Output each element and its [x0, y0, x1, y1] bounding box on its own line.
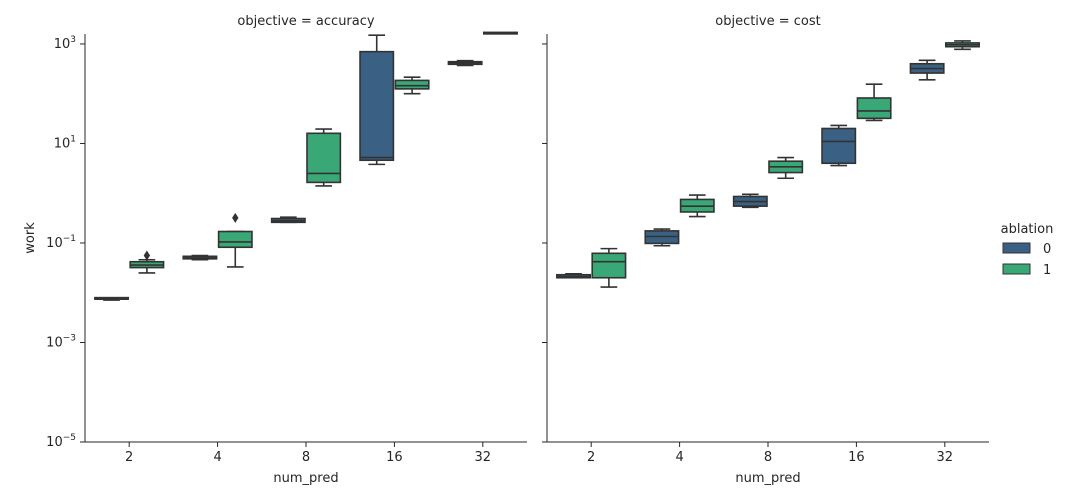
box-iqr: [217, 230, 253, 249]
box-2-ablation-0: [556, 273, 592, 279]
legend-title: ablation: [1001, 222, 1054, 237]
x-tick-label: 2: [125, 450, 133, 465]
box-16-ablation-1: [394, 76, 430, 95]
box-32-ablation-0: [447, 59, 483, 67]
box-2-ablation-0: [94, 296, 129, 301]
y-tick-label: 101: [54, 134, 76, 151]
y-axis-label: work: [23, 222, 38, 254]
legend-swatch-0: [1002, 242, 1031, 254]
x-tick-label: 32: [475, 450, 492, 465]
box-iqr: [856, 97, 892, 120]
x-tick-label: 16: [386, 450, 403, 465]
box-iqr: [359, 50, 395, 162]
legend-label-1: 1: [1043, 263, 1051, 278]
panel-accuracy: objective = accuracy 10−5 10−3 10−1 101 103 2 4…: [46, 14, 527, 486]
y-tick-label: 10−1: [46, 234, 76, 251]
box-16-ablation-1: [856, 83, 892, 122]
box-16-ablation-0: [821, 124, 857, 167]
x-tick-label: 8: [302, 450, 310, 465]
x-tick-label: 8: [764, 450, 772, 465]
panel-title: objective = cost: [715, 14, 821, 29]
box-iqr: [591, 252, 627, 279]
box-32-ablation-0: [909, 59, 945, 81]
legend-label-0: 0: [1043, 242, 1051, 257]
box-2-ablation-1: [129, 250, 165, 274]
box-8-ablation-0: [270, 216, 306, 224]
box-2-ablation-1: [591, 247, 627, 288]
x-tick-label: 4: [213, 450, 221, 465]
x-tick-label: 32: [937, 450, 954, 465]
x-tick-label: 2: [587, 450, 595, 465]
panel-cost: objective = cost 2 4 8 16 32 num_pred: [542, 14, 989, 486]
box-iqr: [306, 132, 342, 184]
box-iqr: [821, 127, 857, 165]
x-axis-label: num_pred: [273, 471, 338, 486]
outlier-point: [143, 250, 151, 261]
y-tick-label: 10−5: [46, 433, 76, 450]
box-8-ablation-0: [732, 193, 768, 209]
x-axis-label: num_pred: [735, 471, 800, 486]
box-32-ablation-1: [944, 40, 980, 51]
x-tick-label: 4: [675, 450, 683, 465]
box-4-ablation-0: [644, 228, 680, 247]
box-8-ablation-1: [306, 128, 342, 187]
box-iqr: [394, 79, 430, 90]
box-4-ablation-1: [217, 212, 253, 268]
box-16-ablation-0: [359, 34, 395, 166]
box-8-ablation-1: [768, 156, 804, 180]
y-tick-label: 10−3: [46, 333, 76, 350]
x-tick-label: 16: [848, 450, 865, 465]
box-4-ablation-0: [182, 254, 218, 261]
box-32-ablation-1: [482, 31, 518, 35]
legend: ablation 0 1: [1001, 222, 1054, 278]
y-tick-label: 103: [54, 35, 76, 52]
panel-title: objective = accuracy: [237, 14, 374, 29]
box-4-ablation-1: [679, 194, 715, 218]
legend-swatch-1: [1002, 263, 1031, 275]
outlier-point: [232, 212, 239, 223]
